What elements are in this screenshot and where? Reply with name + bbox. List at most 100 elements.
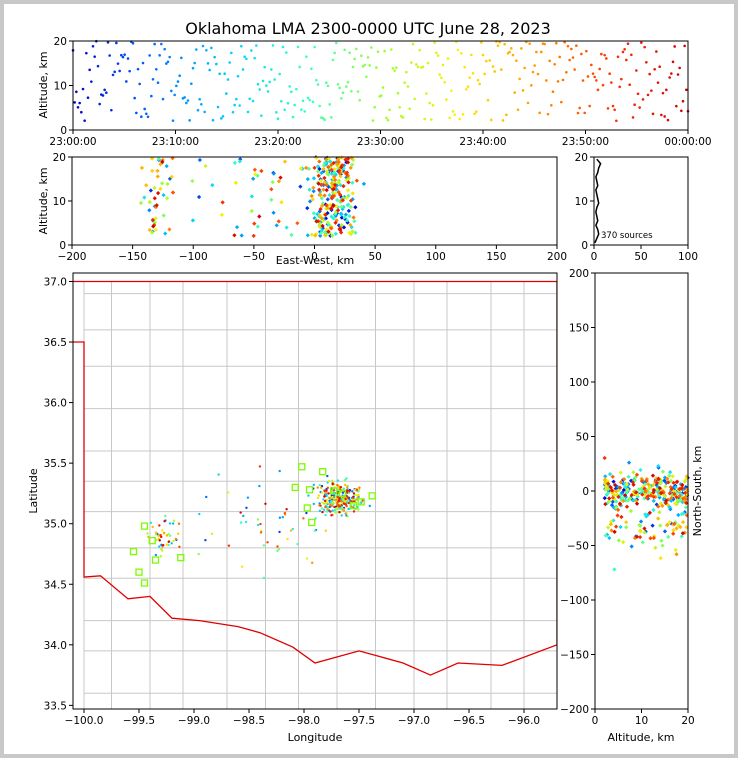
source-point: [313, 529, 317, 533]
station-marker: [330, 487, 338, 495]
source-point: [618, 85, 621, 89]
source-point: [151, 78, 155, 81]
source-point: [175, 84, 178, 88]
source-point: [650, 473, 656, 478]
source-point: [218, 72, 221, 76]
source-point: [448, 116, 451, 120]
source-point: [341, 491, 345, 494]
source-point: [637, 522, 642, 528]
source-point: [665, 88, 668, 92]
source-point: [230, 51, 233, 55]
source-point: [336, 180, 341, 185]
source-point: [445, 98, 448, 101]
source-point: [634, 498, 639, 504]
source-point: [634, 472, 640, 477]
source-point: [443, 80, 446, 84]
source-point: [155, 190, 161, 196]
source-point: [164, 514, 167, 518]
source-point: [381, 86, 385, 89]
source-point: [281, 45, 285, 49]
source-point: [586, 75, 590, 78]
source-point: [239, 233, 244, 238]
source-point: [343, 48, 346, 52]
source-point: [296, 45, 300, 49]
source-point: [305, 233, 310, 238]
source-point: [332, 170, 337, 175]
source-point: [198, 97, 201, 101]
source-point: [142, 195, 147, 200]
station-marker: [129, 547, 138, 556]
source-point: [318, 483, 322, 487]
source-point: [653, 545, 658, 550]
source-point: [248, 97, 251, 101]
source-point: [283, 108, 286, 112]
source-point: [116, 62, 120, 65]
source-point: [634, 501, 640, 506]
source-point: [619, 514, 624, 520]
source-point: [640, 492, 645, 497]
source-point: [329, 195, 334, 201]
source-point: [324, 505, 327, 509]
source-point: [307, 199, 313, 204]
source-point: [270, 68, 273, 71]
source-point: [295, 221, 300, 226]
y-tick-label: 35.0: [44, 519, 67, 531]
source-point: [366, 56, 370, 59]
source-point: [345, 218, 350, 223]
source-point: [152, 185, 157, 190]
source-point: [322, 498, 325, 501]
source-point: [148, 54, 151, 57]
source-point: [226, 491, 230, 494]
source-point: [201, 44, 205, 48]
source-point: [326, 164, 331, 170]
source-point: [659, 490, 664, 496]
source-point: [278, 516, 282, 519]
source-point: [269, 187, 274, 192]
source-point: [642, 486, 647, 491]
source-point: [281, 515, 285, 519]
source-point: [395, 66, 398, 69]
source-point: [393, 69, 396, 72]
source-point: [658, 65, 661, 69]
source-point: [298, 166, 304, 171]
source-point: [496, 44, 500, 48]
source-point: [608, 522, 614, 527]
source-point: [172, 539, 175, 543]
x-tick-label: 100: [678, 251, 698, 263]
source-point: [271, 44, 275, 47]
source-point: [643, 45, 646, 49]
y-tick-label: 10: [575, 196, 588, 208]
source-point: [357, 488, 361, 492]
source-point: [602, 455, 607, 461]
source-point: [355, 498, 358, 501]
source-point: [346, 202, 351, 207]
source-point: [631, 116, 635, 119]
source-point: [651, 535, 656, 541]
source-point: [246, 496, 250, 499]
source-point: [680, 519, 686, 525]
source-point: [336, 159, 341, 165]
source-point: [668, 76, 671, 79]
source-point: [683, 496, 688, 502]
source-point: [498, 40, 501, 44]
source-point: [337, 171, 342, 176]
source-point: [255, 44, 258, 47]
source-point: [640, 41, 643, 44]
source-point: [233, 180, 239, 185]
altitude-eastwest-sources: [138, 155, 367, 238]
source-point: [336, 223, 342, 228]
x-tick-label: −99.5: [123, 715, 155, 727]
source-point: [173, 93, 176, 97]
source-point: [311, 211, 316, 216]
source-point: [350, 191, 355, 196]
source-point: [164, 164, 169, 169]
source-point: [332, 498, 336, 502]
source-point: [75, 90, 78, 94]
source-point: [305, 557, 309, 560]
source-point: [351, 496, 355, 499]
source-point: [269, 197, 274, 202]
x-tick-label: −97.5: [343, 715, 375, 727]
source-point: [510, 47, 513, 50]
source-point: [344, 178, 349, 183]
source-point: [305, 55, 308, 58]
